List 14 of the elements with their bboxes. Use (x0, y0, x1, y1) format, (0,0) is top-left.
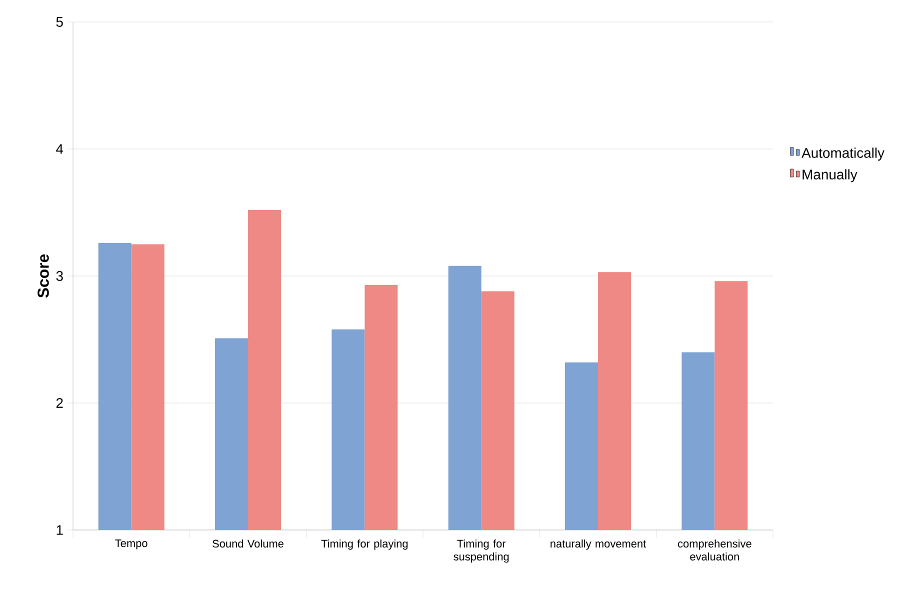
legend-label: Manually (802, 169, 858, 182)
y-tick-label: 2 (56, 398, 63, 408)
y-tick-label: 5 (56, 17, 63, 27)
x-tick-label: Timing for playing (321, 540, 408, 550)
y-tick-label: 3 (56, 271, 63, 281)
y-tick-label: 4 (56, 144, 64, 154)
x-tick-label: Sound Volume (212, 540, 284, 548)
legend-label: Automatically (802, 148, 884, 161)
y-axis-title: Score (38, 254, 49, 298)
x-tick-label: naturally movement (550, 540, 646, 550)
x-tick-label: Timing for suspending (454, 540, 509, 563)
x-tick-label: Tempo (115, 540, 148, 550)
x-tick-label: comprehensive evaluation (678, 540, 752, 561)
y-tick-label: 1 (56, 525, 63, 535)
